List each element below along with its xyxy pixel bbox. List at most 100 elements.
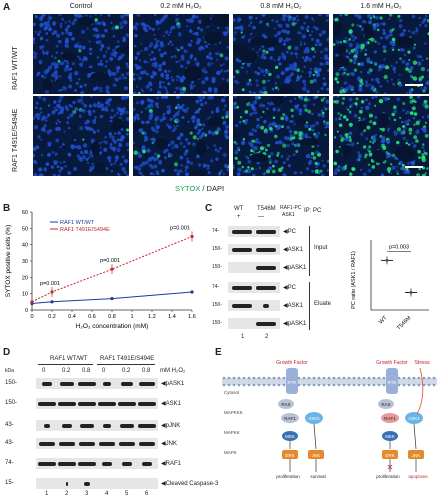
data-point — [409, 291, 413, 294]
kda-mark: 74- — [212, 284, 220, 290]
jnk-label: JNK — [312, 453, 321, 458]
x-tick-label: 0.6 — [88, 314, 96, 320]
group-line — [38, 364, 93, 365]
conc-label: 0.2 — [122, 368, 131, 374]
blot-band — [42, 382, 52, 386]
micrograph-image — [233, 14, 329, 94]
lipid — [327, 376, 331, 380]
mek-node — [282, 431, 298, 441]
y-axis-label: PC ratio (ASK1 / RAF1) — [351, 251, 357, 309]
x-tick-label: 1.6 — [188, 314, 196, 320]
marker-label: ◀RAF1 — [161, 461, 181, 467]
blot-band — [38, 402, 56, 406]
lipid — [402, 376, 406, 380]
legend-entry: RAF1 WT/WT — [60, 220, 95, 226]
data-point — [110, 267, 114, 271]
raf1-label: RAF1 — [384, 416, 396, 421]
group-line — [97, 364, 155, 365]
unit-label: mM H₂O₂ — [160, 368, 186, 374]
blot-band — [142, 462, 152, 466]
lipid — [257, 383, 261, 387]
blot-band — [78, 402, 96, 406]
blot-strip — [36, 438, 158, 449]
lipid — [377, 376, 381, 380]
lipid — [282, 376, 286, 380]
lipid — [362, 376, 366, 380]
micrograph-tile — [33, 14, 129, 94]
blot-band — [78, 462, 96, 466]
ask1-label: ASK1 — [408, 416, 420, 421]
line-chart: 0 10 20 30 40 50 60 0 0.2 0.4 0.6 0.8 1 1.2 1.4 1.6 H₂O₂… — [5, 210, 196, 330]
blot-band — [39, 442, 55, 446]
lipid — [352, 376, 356, 380]
row-label-mutant: RAF1 T491E/S494E — [12, 108, 19, 172]
lipid — [357, 376, 361, 380]
lipid — [272, 376, 276, 380]
raf1-label: RAF1 — [284, 416, 296, 421]
blot-band — [59, 442, 75, 446]
micrograph-tile — [233, 96, 329, 176]
group-eluate: Eluate — [314, 301, 332, 307]
blot-band — [119, 442, 135, 446]
lipid — [262, 376, 266, 380]
lipid — [312, 376, 316, 380]
blot-band — [121, 382, 133, 386]
sign-plus: + — [237, 214, 241, 220]
lipid — [257, 376, 261, 380]
micrograph-image — [133, 96, 229, 176]
marker-label: ◀Cleaved Caspase-3 — [161, 481, 219, 487]
col-label-wt: WT — [234, 206, 244, 212]
lipid — [342, 376, 346, 380]
outcome-second: apoptosis — [408, 474, 428, 479]
stain-caption: SYTOX / DAPI — [175, 184, 224, 193]
blot-band — [232, 230, 252, 234]
data-point — [190, 234, 194, 239]
p-value: p=0.001 — [40, 281, 60, 287]
marker-label: ◀JNK — [161, 441, 177, 447]
mapk-label: MAPK — [224, 450, 237, 455]
scale-bar — [405, 166, 423, 168]
x-tick-label: WT — [378, 315, 389, 326]
blot-band — [138, 402, 156, 406]
data-point — [110, 296, 114, 301]
lipid — [252, 383, 256, 387]
col-header-16: 1.6 mM H₂O₂ — [360, 3, 402, 10]
blot-strip — [36, 420, 158, 431]
ratio-plot: PC ratio (ASK1 / RAF1) WT T546M p=0.003 — [351, 240, 429, 332]
jnk-node — [408, 450, 424, 459]
y-tick-label: 20 — [22, 275, 28, 281]
blot-strip — [228, 244, 280, 255]
blot-strip — [228, 300, 280, 311]
x-tick-label: 0 — [30, 314, 33, 320]
micrograph-image — [233, 96, 329, 176]
col-header-control: Control — [69, 3, 93, 10]
blot-band — [120, 424, 134, 428]
lipid — [252, 376, 256, 380]
blot-band — [118, 402, 136, 406]
blot-band — [66, 482, 68, 486]
ras-node — [378, 399, 394, 409]
lipid — [407, 376, 411, 380]
col-label-ask1: ASK1 — [282, 212, 295, 218]
dapi-label: / DAPI — [200, 184, 225, 193]
x-axis-label: H₂O₂ concentration (mM) — [76, 323, 149, 330]
data-point — [50, 300, 54, 304]
blot-band — [60, 382, 74, 386]
stress-arrow — [416, 367, 424, 415]
blot-band — [99, 442, 115, 446]
group-bracket — [309, 226, 310, 276]
lipid — [422, 383, 426, 387]
lipid — [297, 383, 301, 387]
lane-number: 5 — [125, 491, 129, 497]
data-point — [30, 300, 34, 304]
lane-2: 2 — [265, 334, 269, 340]
lipid — [347, 376, 351, 380]
marker-label: ◀PC — [283, 285, 296, 291]
conc-label: 0 — [42, 368, 46, 374]
lipid — [352, 383, 356, 387]
y-tick-label: 60 — [22, 210, 28, 216]
ras-label: RAS — [381, 402, 390, 407]
lipid — [267, 376, 271, 380]
lipid — [397, 376, 401, 380]
panel-e-label: E — [215, 347, 222, 358]
